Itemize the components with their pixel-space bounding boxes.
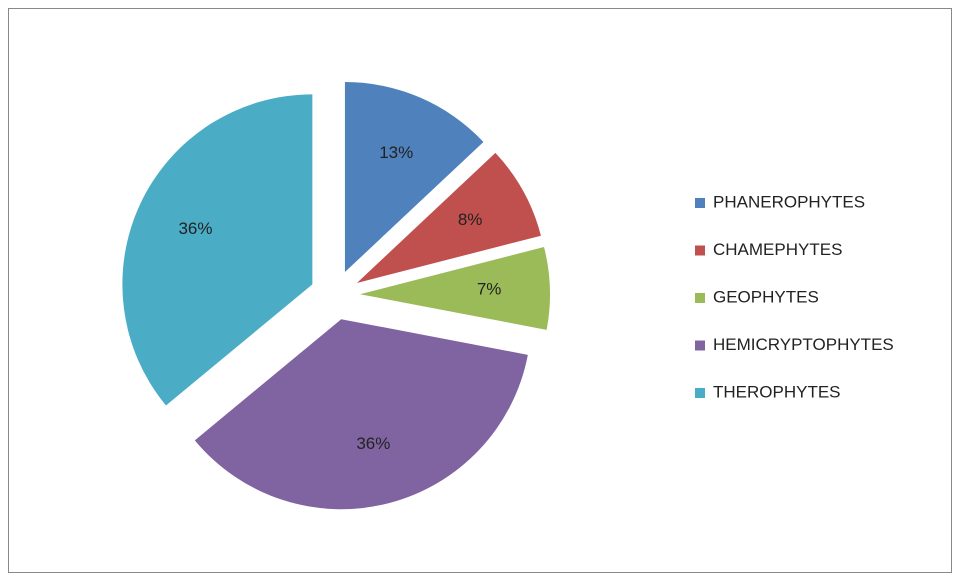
legend-label: GEOPHYTES <box>713 287 819 306</box>
legend-label: THEROPHYTES <box>713 382 841 401</box>
legend-label: PHANEROPHYTES <box>713 192 865 211</box>
legend-swatch <box>695 340 705 351</box>
data-label: 13% <box>379 143 413 162</box>
data-label: 7% <box>477 280 502 299</box>
pie-slice <box>194 319 528 510</box>
legend-swatch <box>695 388 705 398</box>
data-label: 36% <box>356 434 390 453</box>
legend-swatch <box>695 245 705 256</box>
pie-slice <box>359 246 550 330</box>
data-label: 36% <box>178 219 212 238</box>
legend-swatch <box>695 293 705 303</box>
legend-label: HEMICRYPTOPHYTES <box>713 335 894 354</box>
legend-swatch <box>695 198 705 208</box>
legend-label: CHAMEPHYTES <box>713 240 842 259</box>
pie-slice <box>344 82 484 273</box>
pie-slice <box>356 152 541 283</box>
data-label: 8% <box>458 210 483 229</box>
pie-slice <box>122 94 313 406</box>
